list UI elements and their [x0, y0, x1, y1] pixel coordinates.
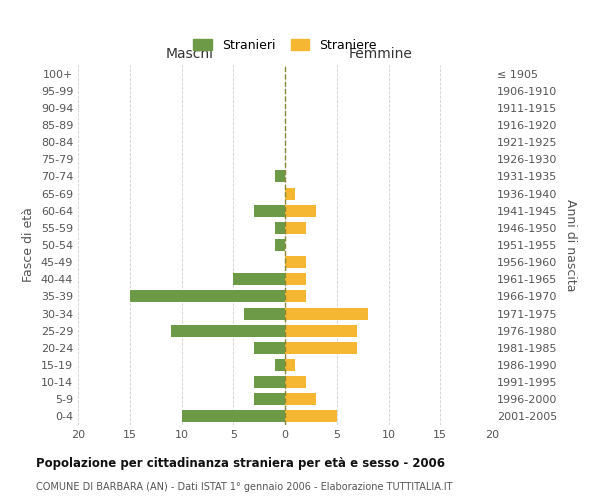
Bar	[285, 324, 358, 336]
Y-axis label: Fasce di età: Fasce di età	[22, 208, 35, 282]
Text: Maschi: Maschi	[166, 48, 214, 62]
Bar	[285, 376, 306, 388]
Bar	[275, 170, 285, 182]
Bar	[285, 290, 306, 302]
Bar	[285, 308, 368, 320]
Bar	[275, 359, 285, 371]
Text: COMUNE DI BARBARA (AN) - Dati ISTAT 1° gennaio 2006 - Elaborazione TUTTITALIA.IT: COMUNE DI BARBARA (AN) - Dati ISTAT 1° g…	[36, 482, 452, 492]
Bar	[275, 239, 285, 251]
Bar	[285, 342, 358, 354]
Bar	[130, 290, 285, 302]
Bar	[285, 188, 295, 200]
Bar	[285, 256, 306, 268]
Bar	[254, 204, 285, 216]
Bar	[285, 222, 306, 234]
Bar	[285, 359, 295, 371]
Text: Femmine: Femmine	[348, 48, 412, 62]
Bar	[254, 394, 285, 406]
Legend: Stranieri, Straniere: Stranieri, Straniere	[190, 35, 380, 56]
Bar	[285, 274, 306, 285]
Bar	[233, 274, 285, 285]
Bar	[275, 222, 285, 234]
Bar	[285, 410, 337, 422]
Bar	[244, 308, 285, 320]
Text: Popolazione per cittadinanza straniera per età e sesso - 2006: Popolazione per cittadinanza straniera p…	[36, 458, 445, 470]
Y-axis label: Anni di nascita: Anni di nascita	[564, 198, 577, 291]
Bar	[182, 410, 285, 422]
Bar	[171, 324, 285, 336]
Bar	[254, 376, 285, 388]
Bar	[254, 342, 285, 354]
Bar	[285, 204, 316, 216]
Bar	[285, 394, 316, 406]
